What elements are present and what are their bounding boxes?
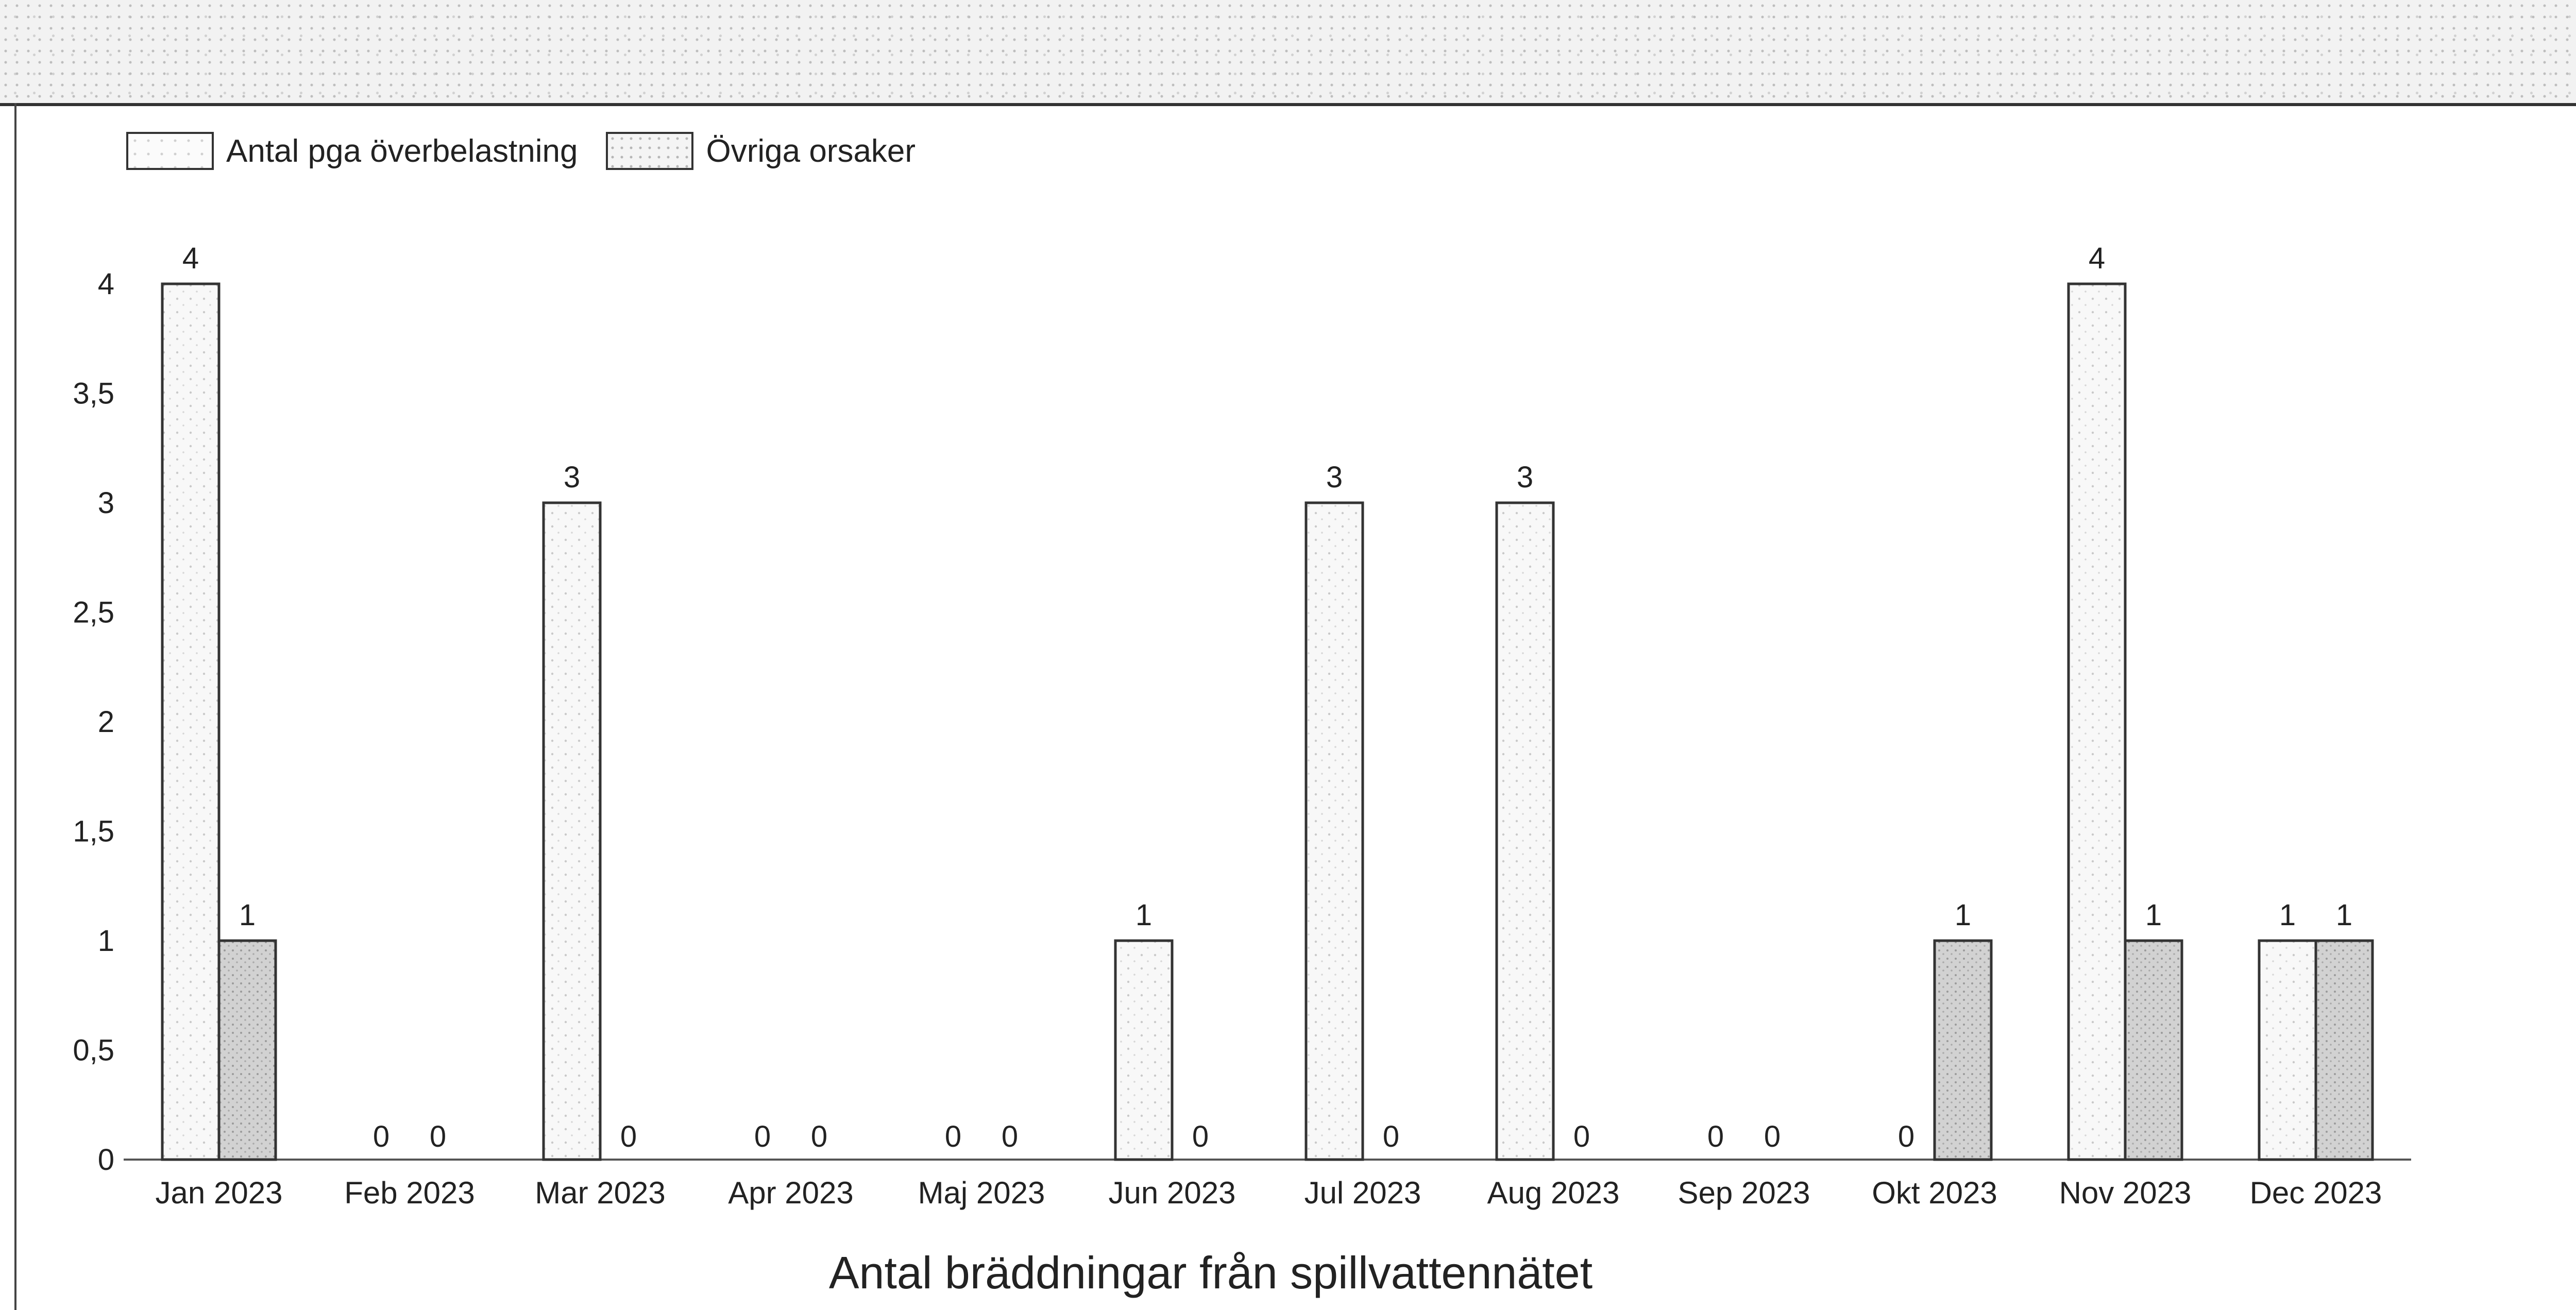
bar-ovriga[interactable]	[1933, 939, 1993, 1161]
legend-label-overbelastning: Antal pga överbelastning	[226, 133, 578, 169]
bars	[161, 282, 2374, 1161]
data-label: 0	[1764, 1120, 1781, 1153]
y-tick-label: 3,5	[73, 377, 114, 411]
y-tick-label: 0	[98, 1143, 114, 1177]
x-tick-label: Jul 2023	[1304, 1176, 1421, 1210]
data-label: 1	[2336, 898, 2352, 932]
legend-item-ovriga[interactable]: Övriga orsaker	[606, 132, 916, 170]
y-tick-label: 3	[98, 486, 114, 520]
data-label: 0	[373, 1120, 389, 1153]
bar-overbelastning[interactable]	[2067, 282, 2127, 1161]
x-tick-label: Jun 2023	[1109, 1176, 1236, 1210]
chart-title: Antal bräddningar från spillvattennätet	[828, 1247, 1593, 1298]
x-tick-label: Apr 2023	[728, 1176, 854, 1210]
data-label: 0	[945, 1120, 961, 1153]
x-tick-label: Sep 2023	[1678, 1176, 1810, 1210]
bar-ovriga[interactable]	[2314, 939, 2374, 1161]
scanned-header-band	[0, 0, 2576, 106]
x-tick-label: Maj 2023	[918, 1176, 1045, 1210]
bar-ovriga[interactable]	[2124, 939, 2183, 1161]
data-label: 0	[1002, 1120, 1018, 1153]
x-tick-label: Dec 2023	[2250, 1176, 2382, 1210]
bar-overbelastning[interactable]	[1495, 501, 1555, 1161]
x-tick-label: Nov 2023	[2059, 1176, 2192, 1210]
y-tick-label: 4	[98, 267, 114, 301]
legend-item-overbelastning[interactable]: Antal pga överbelastning	[126, 132, 578, 170]
x-tick-label: Jan 2023	[156, 1176, 283, 1210]
legend-label-ovriga: Övriga orsaker	[706, 133, 916, 169]
y-tick-label: 2,5	[73, 596, 114, 630]
y-tick-label: 1,5	[73, 815, 114, 848]
bar-ovriga[interactable]	[217, 939, 277, 1161]
data-label: 3	[1326, 461, 1343, 494]
data-label: 1	[1136, 898, 1152, 932]
y-axis: 0 0,5 1 1,5 2 2,5 3 3,5 4	[73, 267, 114, 1177]
x-tick-label: Okt 2023	[1872, 1176, 1997, 1210]
data-label: 0	[1573, 1120, 1590, 1153]
y-tick-label: 1	[98, 924, 114, 958]
data-label: 0	[1707, 1120, 1724, 1153]
x-tick-label: Mar 2023	[535, 1176, 665, 1210]
data-label: 0	[430, 1120, 446, 1153]
x-tick-label: Aug 2023	[1487, 1176, 1620, 1210]
data-label: 3	[1517, 461, 1533, 494]
chart-legend: Antal pga överbelastning Övriga orsaker	[126, 128, 944, 174]
x-axis: Jan 2023 Feb 2023 Mar 2023 Apr 2023 Maj 2023…	[124, 1159, 2411, 1210]
data-label: 1	[2145, 898, 2162, 932]
bar-overbelastning[interactable]	[1304, 501, 1364, 1161]
data-labels: 4 1 0 0 3 0 0 0 0 0 1 0 3 0 3 0 0 0 0 1 4 1 1 1	[182, 242, 2352, 1153]
frame-left-border	[14, 103, 16, 1310]
data-label: 0	[811, 1120, 827, 1153]
data-label: 4	[2089, 242, 2105, 275]
data-label: 1	[239, 898, 256, 932]
bar-overbelastning[interactable]	[161, 282, 221, 1161]
data-label: 1	[1955, 898, 1971, 932]
data-label: 0	[754, 1120, 771, 1153]
bar-overbelastning[interactable]	[1114, 939, 1174, 1161]
data-label: 0	[1192, 1120, 1209, 1153]
y-tick-label: 2	[98, 705, 114, 739]
data-label: 0	[1898, 1120, 1914, 1153]
legend-swatch-overbelastning	[126, 132, 214, 170]
data-label: 0	[1383, 1120, 1399, 1153]
data-label: 0	[620, 1120, 637, 1153]
data-label: 3	[564, 461, 580, 494]
legend-swatch-ovriga	[606, 132, 694, 170]
bar-overbelastning[interactable]	[542, 501, 602, 1161]
data-label: 4	[182, 242, 199, 275]
y-tick-label: 0,5	[73, 1034, 114, 1067]
x-tick-label: Feb 2023	[344, 1176, 475, 1210]
data-label: 1	[2279, 898, 2296, 932]
bar-overbelastning[interactable]	[2258, 939, 2317, 1161]
